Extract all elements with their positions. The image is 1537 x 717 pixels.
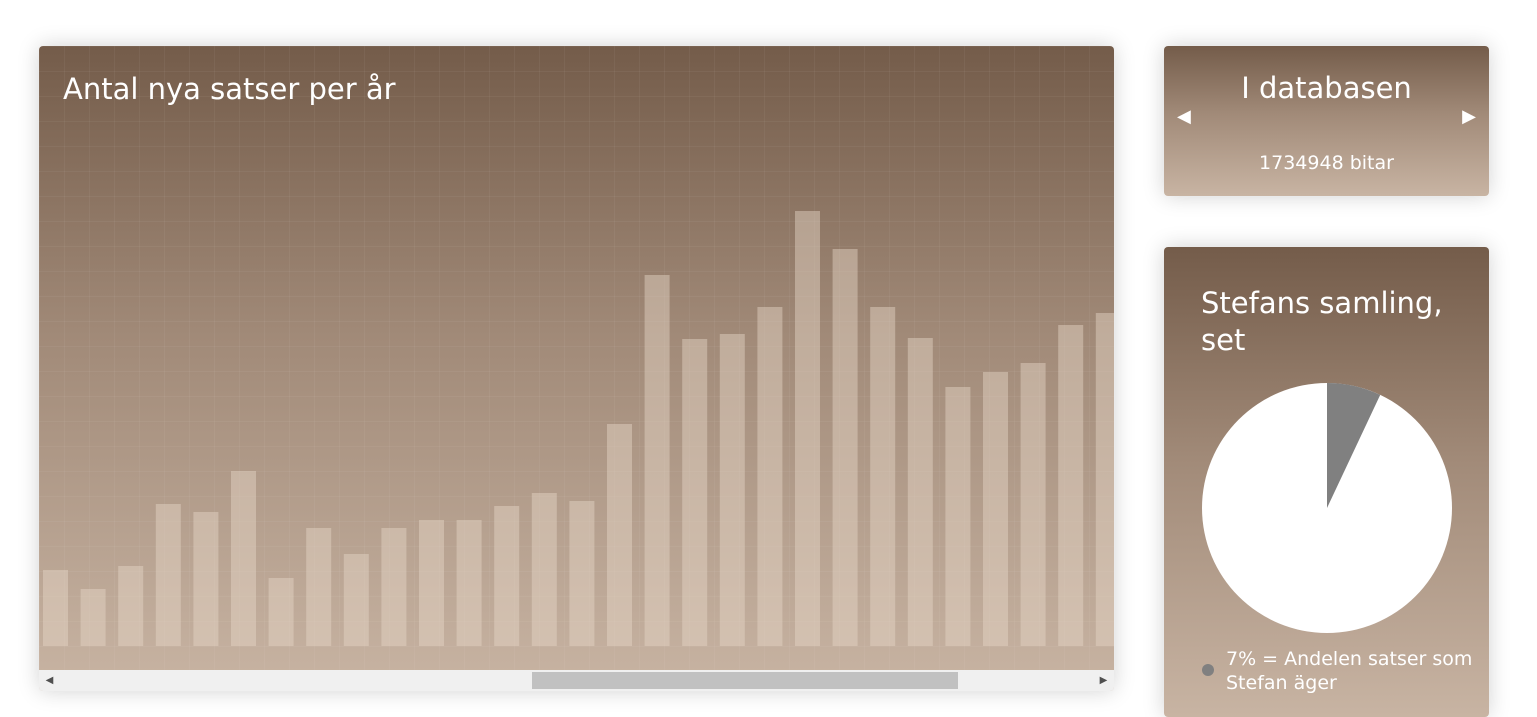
bar [231,471,256,646]
chart-card: Antal nya satser per år ◀ ▶ [39,46,1114,691]
next-arrow-icon[interactable]: ▶ [1462,106,1476,127]
bar [945,387,971,646]
bar [381,528,407,646]
bar-chart [43,211,1114,646]
horizontal-scrollbar[interactable]: ◀ ▶ [39,670,1114,691]
bar [343,554,369,646]
bar [983,372,1008,646]
database-card: I databasen ◀ ▶ 1734948 bitar [1164,46,1489,196]
database-count: 1734948 bitar [1259,152,1394,174]
bar [719,334,745,646]
bar [644,275,670,646]
bar [569,501,595,646]
bar [682,339,708,646]
bar [118,566,144,646]
bar [80,589,106,646]
bar [795,211,820,646]
bar [870,307,896,646]
bar [907,338,933,646]
bar [43,570,68,646]
bar [155,504,181,646]
bar [268,578,294,646]
bar [531,493,557,646]
scroll-right-arrow[interactable]: ▶ [1099,675,1108,686]
prev-arrow-icon[interactable]: ◀ [1177,106,1191,127]
bar [494,506,520,646]
bar [607,424,632,646]
legend-label: 7% = Andelen satser som Stefan äger [1226,648,1473,694]
bar [757,307,783,646]
bar [1058,325,1084,646]
bar [456,520,482,646]
chart-grid [39,46,1114,670]
chart-title: Antal nya satser per år [63,72,396,106]
legend-dot-icon [1202,664,1214,676]
bar [306,528,332,646]
scroll-left-arrow[interactable]: ◀ [45,675,54,686]
pie-slice-owned [1327,383,1381,508]
database-title: I databasen [1241,71,1412,105]
scroll-thumb[interactable] [532,672,958,689]
collection-title: Stefans samling, set [1201,286,1443,357]
collection-card: Stefans samling, set 7% = Andelen satser… [1164,247,1489,717]
bar [193,512,219,646]
bar [1095,313,1114,646]
bar [832,249,858,646]
pie-chart [1202,383,1452,633]
bar [419,520,444,646]
bar [1020,363,1046,646]
